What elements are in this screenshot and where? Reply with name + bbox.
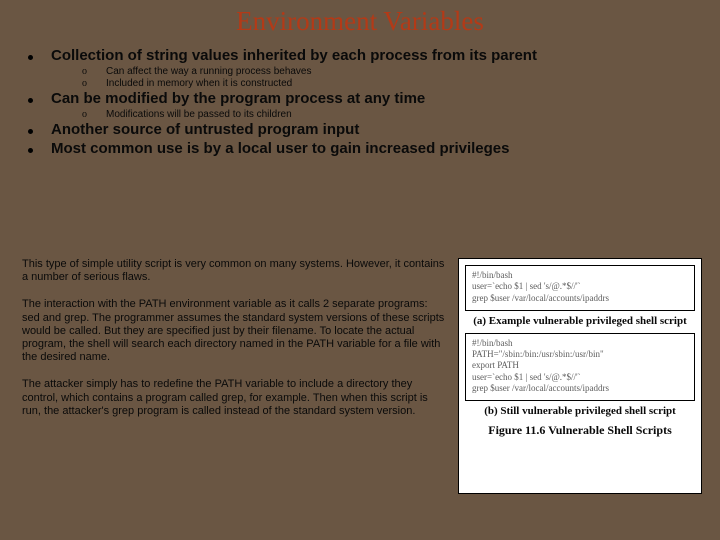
paragraph: This type of simple utility script is ve… <box>22 258 448 284</box>
code-panel: #!/bin/bashPATH="/sbin:/bin:/usr/sbin:/u… <box>465 333 695 401</box>
figure-caption: Figure 11.6 Vulnerable Shell Scripts <box>459 423 701 438</box>
bullet-level1: Collection of string values inherited by… <box>28 47 692 64</box>
paragraph: The interaction with the PATH environmen… <box>22 298 448 364</box>
sub-marker: o <box>82 66 92 77</box>
code-line: PATH="/sbin:/bin:/usr/sbin:/usr/bin" <box>472 349 688 360</box>
bullet-text: Another source of untrusted program inpu… <box>51 121 359 138</box>
bullet-level2: o Modifications will be passed to its chi… <box>82 109 692 120</box>
bullet-text: Can be modified by the program process a… <box>51 90 425 107</box>
bullet-level2: o Included in memory when it is construct… <box>82 78 692 89</box>
page-title: Environment Variables <box>0 0 720 37</box>
code-panel: #!/bin/bashuser=`echo $1 | sed 's/@.*$//… <box>465 265 695 311</box>
code-line: #!/bin/bash <box>472 270 688 281</box>
bullet-level1: Most common use is by a local user to ga… <box>28 140 692 157</box>
sub-text: Included in memory when it is constructe… <box>106 78 292 89</box>
paragraphs: This type of simple utility script is ve… <box>22 258 448 432</box>
sub-text: Modifications will be passed to its chil… <box>106 109 292 120</box>
bullet-level1: Can be modified by the program process a… <box>28 90 692 107</box>
figure-box: #!/bin/bashuser=`echo $1 | sed 's/@.*$//… <box>458 258 702 494</box>
bullet-list: Collection of string values inherited by… <box>0 37 720 157</box>
code-line: user=`echo $1 | sed 's/@.*$//'` <box>472 372 688 383</box>
bullet-dot-icon <box>28 98 33 103</box>
bullet-dot-icon <box>28 55 33 60</box>
bullet-level2: o Can affect the way a running process be… <box>82 66 692 77</box>
panel-caption: (b) Still vulnerable privileged shell sc… <box>459 405 701 417</box>
sub-marker: o <box>82 78 92 89</box>
bullet-text: Most common use is by a local user to ga… <box>51 140 509 157</box>
bullet-text: Collection of string values inherited by… <box>51 47 537 64</box>
code-line: export PATH <box>472 360 688 371</box>
code-line: grep $user /var/local/accounts/ipaddrs <box>472 293 688 304</box>
code-line: user=`echo $1 | sed 's/@.*$//'` <box>472 281 688 292</box>
bullet-dot-icon <box>28 129 33 134</box>
sub-marker: o <box>82 109 92 120</box>
code-line: grep $user /var/local/accounts/ipaddrs <box>472 383 688 394</box>
paragraph: The attacker simply has to redefine the … <box>22 378 448 418</box>
code-line: #!/bin/bash <box>472 338 688 349</box>
panel-caption: (a) Example vulnerable privileged shell … <box>459 315 701 327</box>
sub-text: Can affect the way a running process beh… <box>106 66 312 77</box>
bullet-dot-icon <box>28 148 33 153</box>
bullet-level1: Another source of untrusted program inpu… <box>28 121 692 138</box>
lower-section: This type of simple utility script is ve… <box>22 258 702 494</box>
